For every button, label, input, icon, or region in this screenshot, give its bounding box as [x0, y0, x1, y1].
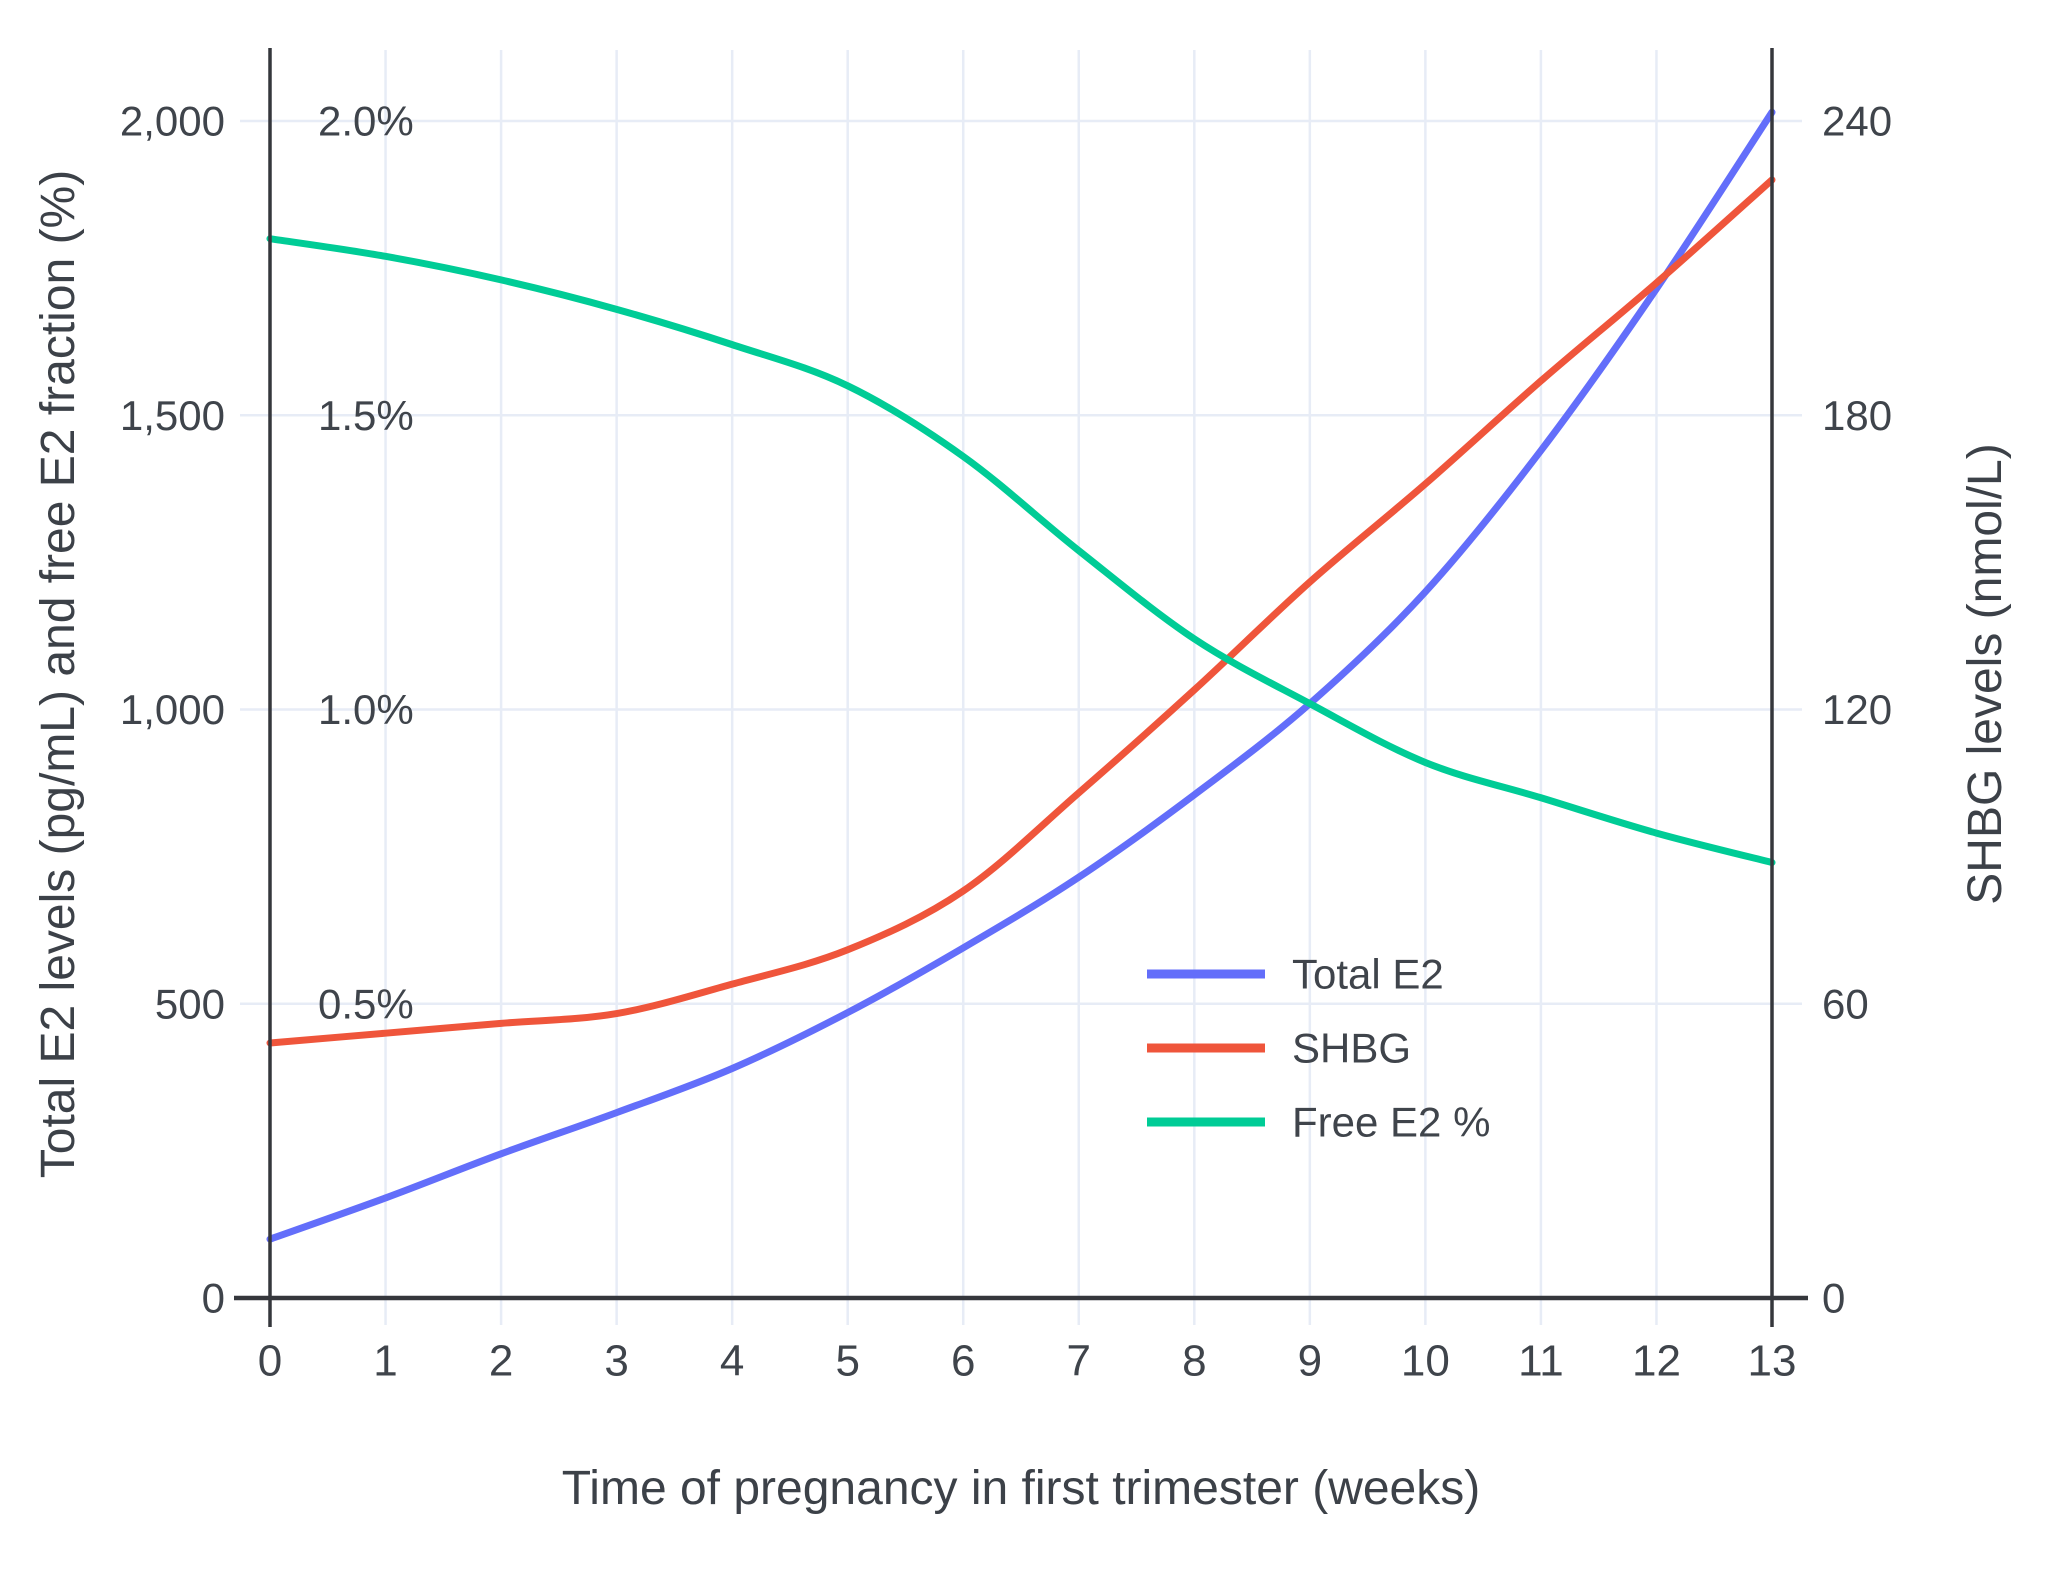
x-tick-label: 11 — [1518, 1336, 1564, 1385]
y-left-tick-label: 1,500 — [120, 392, 225, 439]
y-right-tick-label: 0 — [1822, 1275, 1845, 1322]
x-tick-label: 5 — [835, 1336, 859, 1385]
y-right-tick-label: 240 — [1822, 98, 1892, 145]
y-left-tick-label: 500 — [155, 980, 225, 1027]
y-left-tick-label: 2,000 — [120, 98, 225, 145]
free-e2-percent-label: 1.5% — [318, 392, 414, 439]
curve-shbg — [266, 176, 1776, 1047]
x-tick-label: 12 — [1632, 1336, 1681, 1385]
x-tick-label: 0 — [258, 1336, 282, 1385]
legend-item: SHBG — [1147, 1025, 1411, 1072]
gridlines — [240, 50, 1802, 1325]
legend-label: Total E2 — [1292, 951, 1444, 998]
x-tick-label: 3 — [604, 1336, 628, 1385]
legend-label: SHBG — [1292, 1025, 1411, 1072]
x-tick-label: 10 — [1401, 1336, 1450, 1385]
x-tick-label: 8 — [1182, 1336, 1206, 1385]
y-left-axis-title: Total E2 levels (pg/mL) and free E2 frac… — [32, 170, 85, 1178]
x-tick-label: 1 — [373, 1336, 397, 1385]
x-tick-label: 6 — [951, 1336, 975, 1385]
free-e2-percent-label: 1.0% — [318, 686, 414, 733]
data-curves — [266, 108, 1776, 1243]
x-tick-label: 7 — [1067, 1336, 1091, 1385]
x-tick-label: 4 — [720, 1336, 744, 1385]
free-e2-percent-label: 0.5% — [318, 980, 414, 1027]
y-right-tick-label: 60 — [1822, 980, 1869, 1027]
legend-item: Total E2 — [1147, 951, 1444, 998]
tick-labels: 05001,0001,5002,0000.5%1.0%1.5%2.0%06012… — [120, 98, 1892, 1386]
legend: Total E2 SHBG Free E2 % — [1147, 951, 1490, 1146]
curve-free-e2- — [266, 235, 1776, 867]
y-left-tick-label: 0 — [202, 1275, 225, 1322]
axis-lines — [234, 48, 1808, 1327]
free-e2-percent-label: 2.0% — [318, 98, 414, 145]
curve-total-e2 — [266, 108, 1776, 1243]
y-right-axis-title: SHBG levels (nmol/L) — [1959, 443, 2012, 904]
x-axis-title: Time of pregnancy in first trimester (we… — [562, 1462, 1480, 1515]
x-tick-label: 13 — [1748, 1336, 1797, 1385]
y-left-tick-label: 1,000 — [120, 686, 225, 733]
legend-item: Free E2 % — [1147, 1099, 1490, 1146]
y-right-tick-label: 120 — [1822, 686, 1892, 733]
x-tick-label: 2 — [489, 1336, 513, 1385]
legend-label: Free E2 % — [1292, 1099, 1490, 1146]
y-right-tick-label: 180 — [1822, 392, 1892, 439]
x-tick-label: 9 — [1298, 1336, 1322, 1385]
